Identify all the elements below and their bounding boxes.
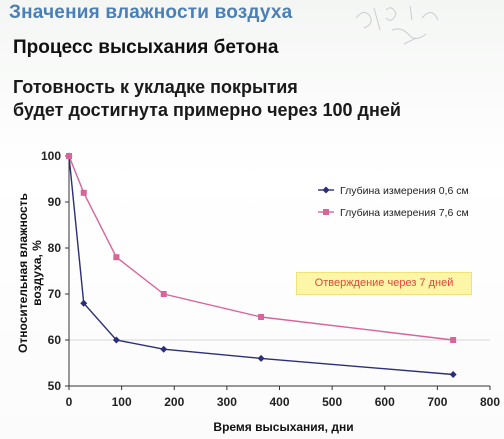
legend-label: Глубина измерения 0,6 см (340, 185, 469, 197)
series-2 (66, 153, 457, 343)
y-axis-title-line-2: воздуха, % (30, 240, 44, 306)
statement-line-2: будет достигнута примерно через 100 дней (13, 100, 401, 120)
y-axis-title: Относительная влажностьвоздуха, % (16, 193, 44, 353)
y-axis-ticks: 50 60 70 80 90 100 (41, 149, 69, 393)
series-2-point (258, 314, 265, 320)
legend-label: Глубина измерения 7,6 см (340, 207, 469, 219)
slide-statement: Готовность к укладке покрытия будет дост… (13, 76, 401, 122)
series-1-point (80, 299, 88, 307)
x-tick-label: 500 (322, 395, 342, 409)
x-tick-label: 100 (112, 395, 132, 409)
x-tick-label: 700 (427, 395, 447, 409)
series-1-point (160, 345, 168, 353)
y-axis-title-line-1: Относительная влажность (16, 193, 30, 353)
series-1-point (449, 371, 457, 378)
series-1-line (68, 155, 454, 376)
slide-subtitle: Процесс высыхания бетона (13, 37, 279, 58)
series-2-point (113, 254, 120, 261)
y-tick-label: 80 (48, 241, 62, 255)
series-1-point (257, 354, 265, 362)
y-tick-label: 60 (48, 333, 62, 347)
x-tick-label: 300 (217, 395, 237, 409)
x-tick-label: 600 (375, 395, 395, 409)
series-2-point (66, 153, 72, 159)
chart-legend: Глубина измерения 0,6 см Глубина измерени… (318, 185, 469, 219)
series-2-point (450, 337, 457, 343)
legend-swatch-marker (323, 209, 329, 215)
legend-item-2: Глубина измерения 7,6 см (318, 207, 469, 219)
series-2-line (68, 155, 454, 341)
series-1-point (112, 336, 120, 344)
y-tick-label: 90 (48, 195, 62, 209)
chart-series (65, 152, 457, 378)
series-2-point (160, 291, 167, 297)
x-tick-label: 800 (480, 395, 500, 409)
slide-header-title: Значения влажности воздуха (9, 2, 293, 23)
y-tick-label: 70 (48, 287, 62, 301)
x-tick-label: 400 (269, 395, 289, 409)
legend-item-1: Глубина измерения 0,6 см (318, 185, 469, 197)
handwritten-scribble (355, 5, 439, 45)
y-tick-label: 50 (48, 379, 62, 393)
curing-annotation: Отверждение через 7 дней (296, 272, 472, 295)
x-tick-label: 0 (66, 395, 73, 409)
legend-swatch-marker (322, 186, 330, 194)
statement-line-1: Готовность к укладке покрытия (13, 77, 298, 97)
x-tick-label: 200 (164, 395, 184, 409)
x-axis-ticks: 0 100 200 300 400 500 600 700 800 (66, 386, 500, 409)
series-2-point (80, 189, 87, 196)
x-axis-title: Время высыхания, дни (213, 420, 353, 434)
y-tick-label: 100 (41, 149, 61, 163)
